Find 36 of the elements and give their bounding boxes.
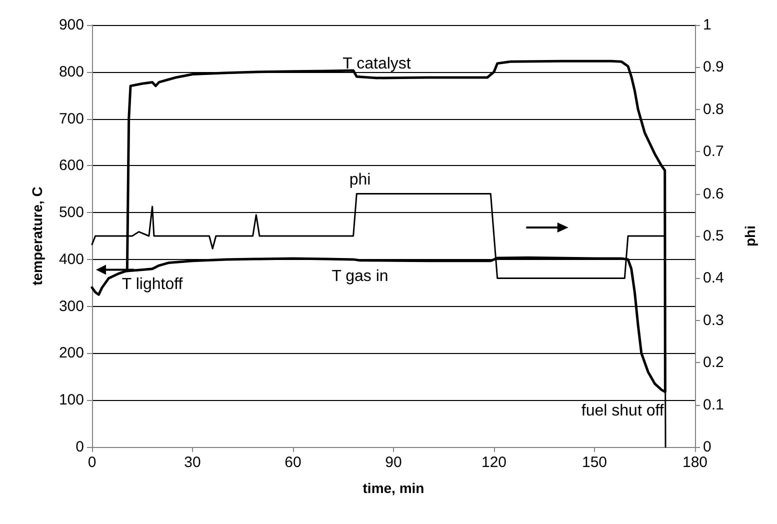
y-tick-label: 900 xyxy=(58,16,84,34)
y2-tick-label: 0.1 xyxy=(703,396,724,414)
y-tick-label: 700 xyxy=(58,110,84,128)
y2-tick-label: 0.7 xyxy=(703,143,724,160)
y2-tick-label: 0.4 xyxy=(703,270,724,287)
x-tick-label: 120 xyxy=(481,454,507,471)
x-tick-label: 180 xyxy=(682,454,708,471)
y-tick-label: 200 xyxy=(58,344,84,362)
x-tick-label: 60 xyxy=(284,454,302,471)
x-tick-label: 0 xyxy=(88,454,96,471)
y-axis-title: temperature, C xyxy=(29,186,45,286)
y2-tick-label: 0.5 xyxy=(703,228,724,244)
y2-tick-label: 0.3 xyxy=(703,312,724,329)
y2-tick-label: 0 xyxy=(703,438,712,456)
x-axis-title: time, min xyxy=(362,480,424,496)
y2-tick-label: 0.2 xyxy=(703,354,724,372)
y-tick-label: 400 xyxy=(58,250,84,268)
y2-tick-label: 0.8 xyxy=(703,100,724,118)
y2-tick-label: 0.6 xyxy=(703,185,724,202)
annotation: T lightoff xyxy=(122,276,184,294)
y-tick-label: 600 xyxy=(58,157,84,174)
y-tick-label: 500 xyxy=(58,204,84,222)
x-tick-label: 30 xyxy=(184,454,201,471)
y2-axis-title: phi xyxy=(742,226,758,246)
y2-tick-label: 0.9 xyxy=(703,58,724,76)
y2-tick-label: 1 xyxy=(703,16,712,34)
x-tick-label: 150 xyxy=(582,454,608,471)
series-label: T catalyst xyxy=(342,55,412,72)
annotation: fuel shut off xyxy=(581,402,664,420)
y-tick-label: 800 xyxy=(58,63,84,80)
y-tick-label: 300 xyxy=(58,298,84,315)
series-label: phi xyxy=(349,171,371,188)
y-tick-label: 0 xyxy=(76,438,84,456)
y-tick-label: 100 xyxy=(58,392,84,409)
x-tick-label: 90 xyxy=(385,454,402,471)
series-label: T gas in xyxy=(332,268,388,285)
